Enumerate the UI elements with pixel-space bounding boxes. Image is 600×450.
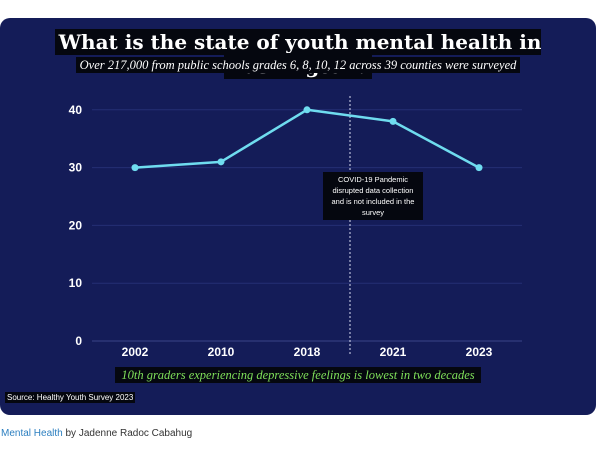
annotation-background — [323, 172, 423, 220]
y-tick-label: 20 — [69, 218, 83, 232]
series-line — [134, 108, 480, 169]
byline-author: by Jadenne Radoc Cabahug — [62, 428, 193, 439]
pandemic-annotation-line: and is not included in the — [332, 197, 415, 206]
x-tick-label: 2010 — [208, 345, 235, 359]
chart-card: What is the state of youth mental health… — [0, 18, 596, 415]
x-tick-label: 2002 — [122, 345, 149, 359]
line-chart: 0 10 20 30 40 2002 2010 2018 2021 2023 COVID-19 Pa… — [69, 96, 522, 359]
chart-subtitle: Over 217,000 from public schools grades … — [0, 57, 596, 73]
pandemic-annotation-line: survey — [362, 208, 384, 217]
source-note: Source: Healthy Youth Survey 2023 — [5, 392, 136, 403]
y-tick-label: 10 — [69, 276, 83, 290]
data-point — [131, 164, 139, 172]
y-tick-label: 0 — [75, 334, 82, 348]
data-point — [217, 158, 225, 166]
x-tick-label: 2018 — [294, 345, 321, 359]
y-tick-label: 40 — [69, 103, 83, 117]
data-point — [389, 117, 397, 125]
pandemic-annotation-line: COVID-19 Pandemic — [338, 175, 408, 184]
x-tick-label: 2021 — [380, 345, 407, 359]
pandemic-annotation-line: disrupted data collection — [333, 186, 414, 195]
mental-health-link[interactable]: Mental Health — [1, 428, 63, 439]
chart-caption: 10th graders experiencing depressive fee… — [0, 367, 596, 383]
byline: Mental Health by Jadenne Radoc Cabahug — [1, 428, 192, 439]
data-point — [303, 106, 311, 114]
y-tick-label: 30 — [69, 161, 83, 175]
data-point — [475, 164, 483, 172]
x-tick-label: 2023 — [466, 345, 493, 359]
